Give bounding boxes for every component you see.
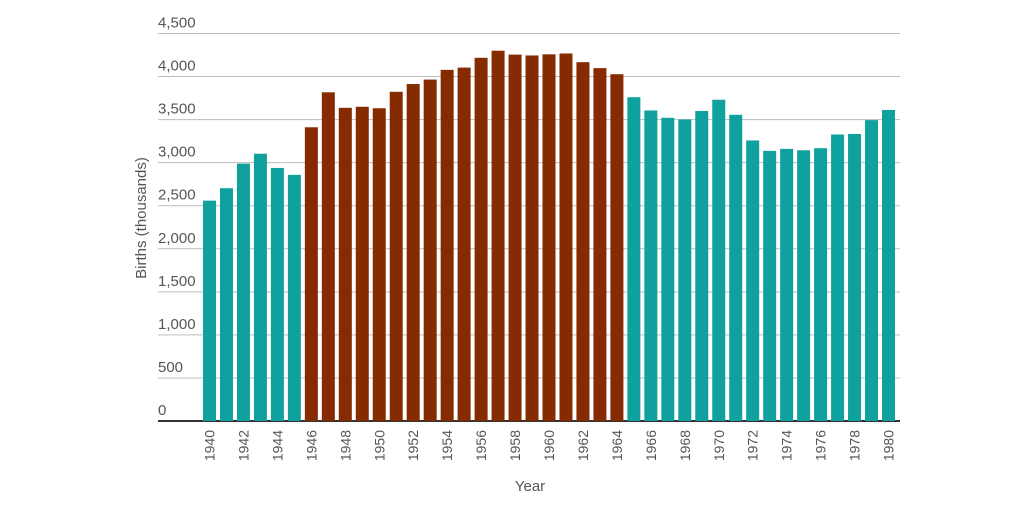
bar-1944 (270, 167, 284, 421)
x-tick-label: 1946 (303, 430, 319, 461)
x-tick-label: 1970 (711, 430, 727, 461)
bar-1948 (338, 107, 352, 421)
x-tick-label: 1948 (337, 430, 353, 461)
y-tick-label: 1,000 (158, 316, 196, 333)
bar-1963 (593, 68, 607, 421)
bar-1968 (678, 119, 692, 421)
bar-1940 (203, 200, 216, 421)
bar-1951 (389, 91, 403, 421)
bar-1978 (848, 133, 862, 421)
x-tick-label: 1978 (847, 430, 863, 461)
bar-1952 (406, 84, 420, 421)
x-tick-label: 1972 (745, 430, 761, 461)
y-tick-label: 4,500 (158, 15, 196, 32)
x-tick-label: 1960 (541, 430, 557, 461)
bar-1947 (321, 92, 335, 421)
bar-1941 (219, 188, 233, 421)
y-tick-label: 0 (158, 402, 166, 419)
bar-1972 (746, 140, 760, 421)
bar-1956 (474, 57, 488, 422)
bar-1962 (576, 62, 590, 422)
x-tick-label: 1954 (439, 430, 455, 461)
bar-1958 (508, 54, 522, 421)
bar-1974 (780, 148, 794, 421)
y-tick-label: 1,500 (158, 273, 196, 290)
y-tick-label: 4,000 (158, 58, 196, 75)
bar-1960 (542, 54, 556, 421)
y-tick-label: 3,000 (158, 144, 196, 161)
bar-1975 (797, 150, 811, 421)
bar-1955 (457, 67, 471, 421)
bar-1953 (423, 79, 437, 421)
x-tick-label: 1940 (202, 430, 218, 461)
bar-1964 (610, 74, 624, 421)
x-tick-label: 1966 (643, 430, 659, 461)
x-tick-label: 1974 (779, 430, 795, 461)
y-tick-label: 2,500 (158, 187, 196, 204)
bar-1970 (712, 99, 726, 421)
bar-1945 (287, 174, 301, 421)
x-tick-label: 1944 (269, 430, 285, 461)
bar-1971 (729, 114, 743, 422)
y-tick-label: 500 (158, 359, 183, 376)
x-tick-label: 1964 (609, 430, 625, 461)
x-axis-title: Year (515, 478, 545, 495)
bar-1959 (525, 55, 539, 421)
y-tick-label: 3,500 (158, 101, 196, 118)
y-tick-label: 2,000 (158, 230, 196, 247)
bar-1966 (644, 110, 658, 421)
y-axis-title: Births (thousands) (133, 157, 150, 279)
bar-1979 (865, 120, 879, 421)
bar-1949 (355, 106, 369, 422)
bar-1965 (627, 97, 641, 421)
x-tick-label: 1956 (473, 430, 489, 461)
bar-1946 (304, 127, 318, 422)
bar-1969 (695, 111, 709, 421)
x-tick-label: 1980 (881, 430, 897, 461)
bar-1961 (559, 53, 573, 421)
x-tick-label: 1952 (405, 430, 421, 461)
x-tick-label: 1958 (507, 430, 523, 461)
bar-1943 (253, 153, 267, 421)
bar-1976 (814, 148, 828, 421)
bar-1950 (372, 108, 386, 421)
bar-1954 (440, 69, 454, 421)
bar-1980 (882, 109, 895, 421)
x-tick-label: 1950 (371, 430, 387, 461)
x-tick-label: 1976 (813, 430, 829, 461)
bar-1977 (831, 134, 845, 421)
bar-1967 (661, 117, 675, 421)
bar-1973 (763, 150, 777, 421)
x-tick-label: 1962 (575, 430, 591, 461)
bar-1957 (491, 50, 505, 421)
x-tick-label: 1968 (677, 430, 693, 461)
bar-1942 (236, 163, 250, 421)
x-tick-label: 1942 (235, 430, 251, 461)
